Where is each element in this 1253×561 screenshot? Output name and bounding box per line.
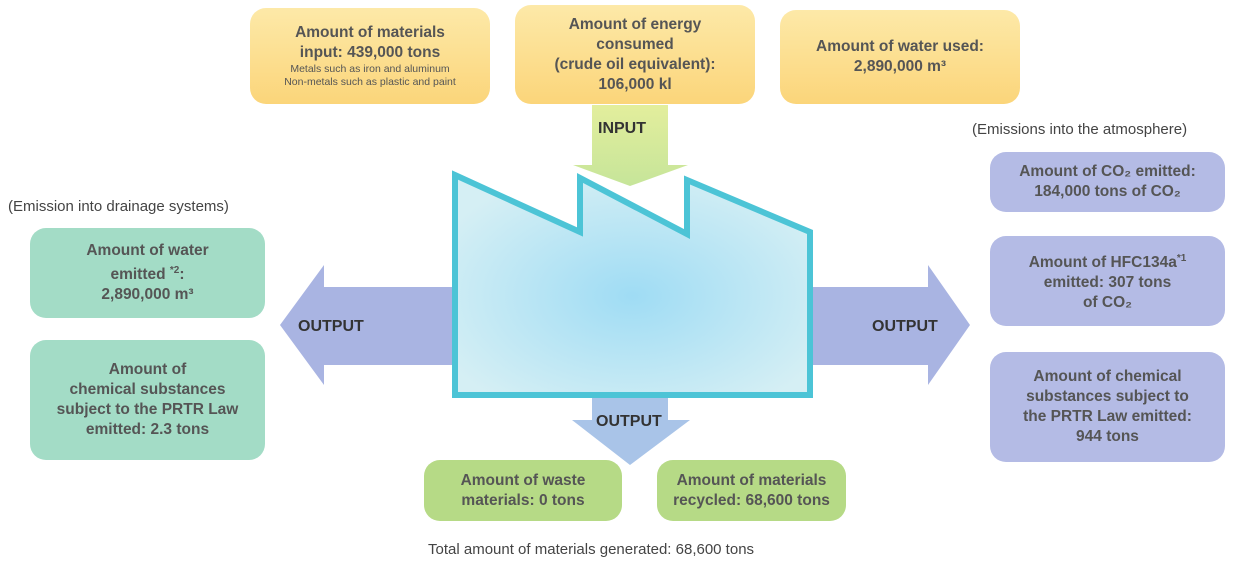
text-segment: : bbox=[179, 266, 184, 283]
input-box: Amount of water used:2,890,000 m³ bbox=[780, 10, 1020, 104]
footnote-mark: *1 bbox=[1177, 253, 1186, 264]
input-label: INPUT bbox=[598, 120, 646, 138]
text-line: 2,890,000 m³ bbox=[854, 57, 946, 77]
output-label: OUTPUT bbox=[872, 318, 938, 336]
text-line: 184,000 tons of CO₂ bbox=[1034, 182, 1180, 202]
text-line: materials: 0 tons bbox=[461, 491, 584, 511]
output-label: OUTPUT bbox=[596, 413, 662, 431]
text-line: input: 439,000 tons bbox=[300, 43, 440, 63]
caption: (Emissions into the atmosphere) bbox=[972, 121, 1187, 138]
text-line: emitted: 2.3 tons bbox=[86, 420, 209, 440]
text-line: 2,890,000 m³ bbox=[101, 285, 193, 305]
text-line: of CO₂ bbox=[1083, 293, 1132, 313]
note-line: Metals such as iron and aluminum bbox=[290, 63, 449, 76]
note-line: Non-metals such as plastic and paint bbox=[284, 76, 456, 89]
total-text: Total amount of materials generated: 68,… bbox=[428, 541, 754, 558]
text-line: the PRTR Law emitted: bbox=[1023, 407, 1192, 427]
text-line: Amount of bbox=[109, 360, 186, 380]
text-line: 944 tons bbox=[1076, 427, 1139, 447]
text-line: Amount of energy bbox=[569, 15, 702, 35]
text-line: consumed bbox=[596, 35, 674, 55]
text-line: Amount of materials bbox=[677, 471, 827, 491]
text-line: Amount of water bbox=[86, 241, 208, 261]
text-line: (crude oil equivalent): bbox=[554, 55, 715, 75]
text-line: recycled: 68,600 tons bbox=[673, 491, 830, 511]
text-line: subject to the PRTR Law bbox=[57, 400, 239, 420]
diagram: Amount of materialsinput: 439,000 tonsMe… bbox=[0, 0, 1253, 561]
text-line: emitted: 307 tons bbox=[1044, 273, 1171, 293]
text-line: Amount of waste bbox=[461, 471, 586, 491]
footnote-mark: *2 bbox=[170, 265, 179, 276]
text-line: Amount of water used: bbox=[816, 37, 984, 57]
text-line: substances subject to bbox=[1026, 387, 1189, 407]
text-line: emitted *2: bbox=[110, 261, 184, 285]
text-line: Amount of HFC134a*1 bbox=[1029, 249, 1187, 273]
output-label: OUTPUT bbox=[298, 318, 364, 336]
text-segment: Amount of HFC134a bbox=[1029, 254, 1177, 271]
emission-box: Amount of CO₂ emitted:184,000 tons of CO… bbox=[990, 152, 1225, 212]
text-line: 106,000 kl bbox=[598, 75, 671, 95]
text-line: Amount of chemical bbox=[1033, 367, 1181, 387]
text-line: chemical substances bbox=[70, 380, 226, 400]
text-line: Amount of CO₂ emitted: bbox=[1019, 162, 1196, 182]
input-arrow bbox=[573, 105, 688, 186]
caption: (Emission into drainage systems) bbox=[8, 198, 229, 215]
text-segment: emitted bbox=[110, 266, 169, 283]
text-line: Amount of materials bbox=[295, 23, 445, 43]
